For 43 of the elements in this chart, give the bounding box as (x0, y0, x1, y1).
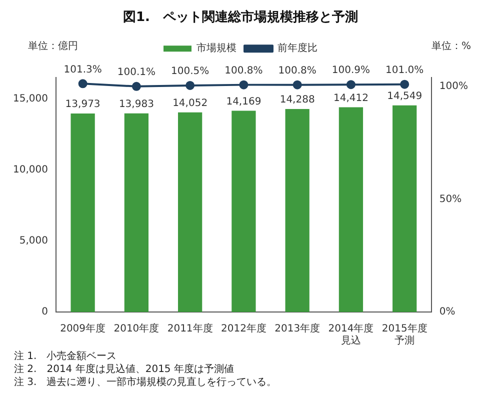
data-label: 100.8% (278, 65, 316, 76)
data-label: 100.1% (117, 66, 156, 78)
y-axis-title: 単位：億円 (28, 40, 78, 52)
legend-label: 市場規模 (196, 42, 236, 54)
text: 注 2. 2014 年度は見込値、2015 年度は予測値 (14, 363, 235, 376)
bar (178, 112, 202, 312)
data-label: 14,169 (226, 96, 262, 108)
data-label: 100.8% (224, 65, 263, 76)
text: 注 1. 小売金額ベース (14, 350, 118, 363)
y-tick-label: 5,000 (19, 236, 48, 247)
y2-tick-label: 0% (439, 306, 456, 318)
data-label: 101.0% (386, 64, 424, 76)
bar (392, 105, 417, 312)
bar (285, 109, 310, 312)
y-tick-label: 10,000 (12, 164, 48, 176)
y2-axis-title: 単位：% (431, 40, 471, 52)
y2-tick-label: 50% (439, 194, 462, 205)
bar (232, 110, 256, 312)
x-tick-label: 2013年度 (274, 322, 320, 335)
bar (124, 113, 149, 312)
data-label: 14,288 (280, 94, 315, 106)
legend-label: 前年度比 (278, 42, 318, 54)
bar (70, 114, 95, 312)
data-label: 13,983 (118, 98, 154, 110)
data-label: 14,412 (333, 92, 368, 104)
x-tick-label: 2009年度 (60, 322, 106, 335)
chart-title: 図1. ペット関連総市場規模推移と予測 (123, 9, 358, 26)
data-label: 100.5% (171, 66, 210, 78)
x-tick-label: 2014年度見込 (328, 322, 374, 347)
y2-tick-label: 100% (439, 81, 468, 92)
data-label: 14,549 (387, 90, 422, 102)
data-label: 101.3% (64, 64, 102, 76)
x-tick-label: 2010年度 (114, 322, 160, 335)
text: 注 3. 過去に遡り、一部市場規模の見直しを行っている。 (14, 376, 278, 389)
x-tick-label: 2011年度 (167, 322, 213, 335)
y-tick-label: 0 (42, 306, 48, 318)
data-label: 100.9% (332, 65, 370, 76)
bar (338, 107, 364, 312)
data-label: 14,052 (172, 98, 208, 109)
x-tick-label: 2012年度 (220, 322, 266, 335)
data-label: 13,973 (65, 99, 100, 110)
x-tick-label: 2015年度予測 (382, 322, 428, 347)
y-tick-label: 15,000 (12, 94, 48, 105)
